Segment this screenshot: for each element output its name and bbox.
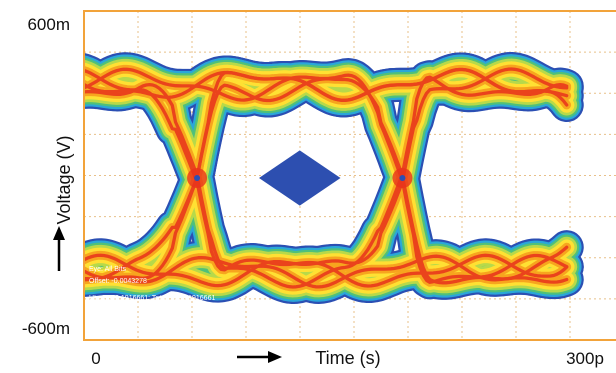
info-line-eye: Eye: All Bits	[89, 266, 126, 273]
plot-frame	[83, 10, 616, 341]
y-axis-arrow-icon	[53, 226, 65, 271]
y-tick-bottom: -600m	[22, 319, 70, 338]
eye-trace	[84, 75, 569, 289]
crossing-center	[194, 175, 201, 181]
eye-density	[84, 51, 584, 305]
info-line-mask: Mask: Dynamic_Mask.msk	[89, 309, 173, 316]
info-box: Eye: All Bits Offset: -0.0043278 UIs: 60…	[89, 266, 215, 329]
x-tick-left: 0	[91, 349, 100, 368]
x-axis-title: Time (s)	[315, 348, 380, 368]
eye-trace	[84, 68, 569, 288]
x-tick-right: 300p	[566, 349, 604, 368]
y-tick-top: 600m	[27, 15, 70, 34]
density-band	[84, 67, 569, 289]
eye-trace	[84, 67, 569, 288]
info-line-uis: UIs: 6000:1916661; Total: 6000:1916661	[89, 295, 215, 302]
eye-trace	[84, 67, 569, 284]
crossing-center	[399, 175, 406, 181]
eye-trace	[84, 77, 569, 285]
info-line-offset: Offset: -0.0043278	[89, 278, 147, 285]
eye-trace	[84, 67, 569, 280]
info-line-mask-offset: Horizontal Mask Offset: 0s	[89, 322, 171, 329]
y-axis-title: Voltage (V)	[54, 135, 74, 224]
x-axis-arrow-icon	[237, 351, 282, 363]
eye-mask	[259, 150, 341, 206]
